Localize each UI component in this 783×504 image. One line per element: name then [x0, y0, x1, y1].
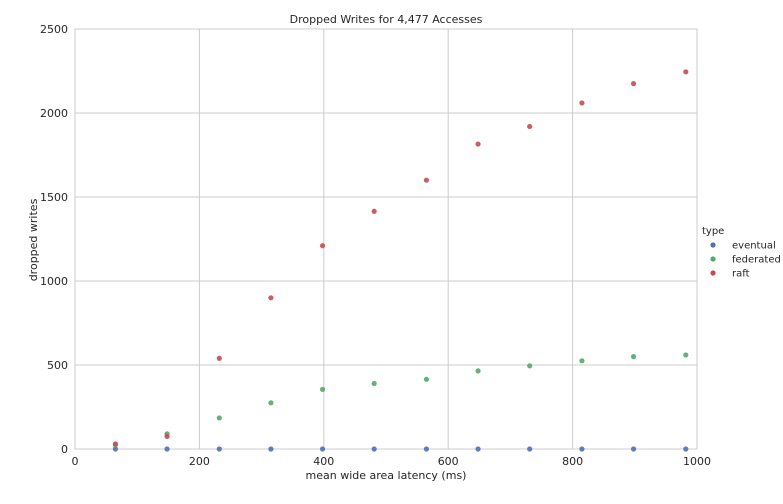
data-point-raft	[216, 355, 222, 361]
y-tick-label: 1500	[40, 191, 68, 204]
data-point-raft	[371, 208, 377, 214]
grid	[74, 28, 698, 450]
data-point-federated	[475, 368, 481, 374]
data-point-raft	[527, 123, 533, 130]
y-axis-label: dropped writes	[27, 198, 40, 281]
data-point-eventual	[112, 446, 119, 452]
data-point-raft	[475, 141, 481, 147]
data-point-eventual	[268, 446, 274, 452]
data-point-federated	[319, 386, 326, 392]
data-point-eventual	[371, 446, 377, 452]
y-tick-label: 500	[47, 359, 68, 372]
data-point-raft	[579, 100, 585, 106]
x-tick-label: 400	[313, 455, 334, 468]
plot-border	[74, 28, 698, 450]
legend: type eventual federated raft	[702, 226, 781, 280]
data-points	[112, 69, 689, 452]
data-point-eventual	[216, 446, 222, 452]
data-point-federated	[630, 354, 637, 360]
data-point-federated	[268, 400, 274, 406]
legend-marker-raft	[710, 270, 716, 276]
data-point-raft	[630, 81, 637, 87]
data-point-raft	[683, 69, 689, 75]
legend-marker-eventual	[710, 242, 716, 248]
data-point-federated	[371, 380, 377, 387]
y-tick-label: 1000	[40, 275, 68, 288]
data-point-eventual	[527, 446, 533, 452]
data-point-raft	[112, 441, 119, 447]
x-axis-label: mean wide area latency (ms)	[306, 469, 467, 482]
data-point-raft	[164, 433, 170, 439]
legend-label-federated: federated	[732, 255, 781, 266]
x-tick-label: 800	[562, 455, 583, 468]
x-tick-label: 1000	[683, 455, 711, 468]
legend-label-raft: raft	[732, 269, 750, 280]
data-point-eventual	[579, 446, 585, 452]
data-point-federated	[579, 358, 585, 364]
data-point-raft	[268, 295, 274, 301]
plot-area	[74, 28, 698, 450]
y-tick-label: 0	[61, 443, 68, 456]
data-point-eventual	[630, 446, 637, 452]
legend-title: type	[702, 226, 724, 237]
data-point-eventual	[164, 446, 170, 452]
y-tick-label: 2500	[40, 23, 68, 36]
data-point-federated	[683, 352, 689, 358]
data-point-raft	[319, 243, 326, 249]
chart-title: Dropped Writes for 4,477 Accesses	[290, 13, 483, 26]
data-point-eventual	[683, 446, 689, 452]
x-tick-label: 600	[438, 455, 459, 468]
data-point-federated	[423, 376, 430, 382]
data-point-federated	[527, 363, 533, 369]
y-tick-label: 2000	[40, 107, 68, 120]
data-point-eventual	[423, 446, 430, 452]
data-point-eventual	[319, 446, 326, 452]
data-point-eventual	[475, 446, 481, 452]
x-tick-label: 0	[72, 455, 79, 468]
data-point-raft	[423, 177, 430, 183]
tick-labels: 0 200 400 600 800 1000 0 500 1000 1500 2000 2500	[40, 23, 711, 468]
x-tick-label: 200	[189, 455, 210, 468]
data-point-federated	[216, 415, 222, 421]
legend-label-eventual: eventual	[732, 241, 776, 252]
legend-marker-federated	[710, 256, 716, 262]
